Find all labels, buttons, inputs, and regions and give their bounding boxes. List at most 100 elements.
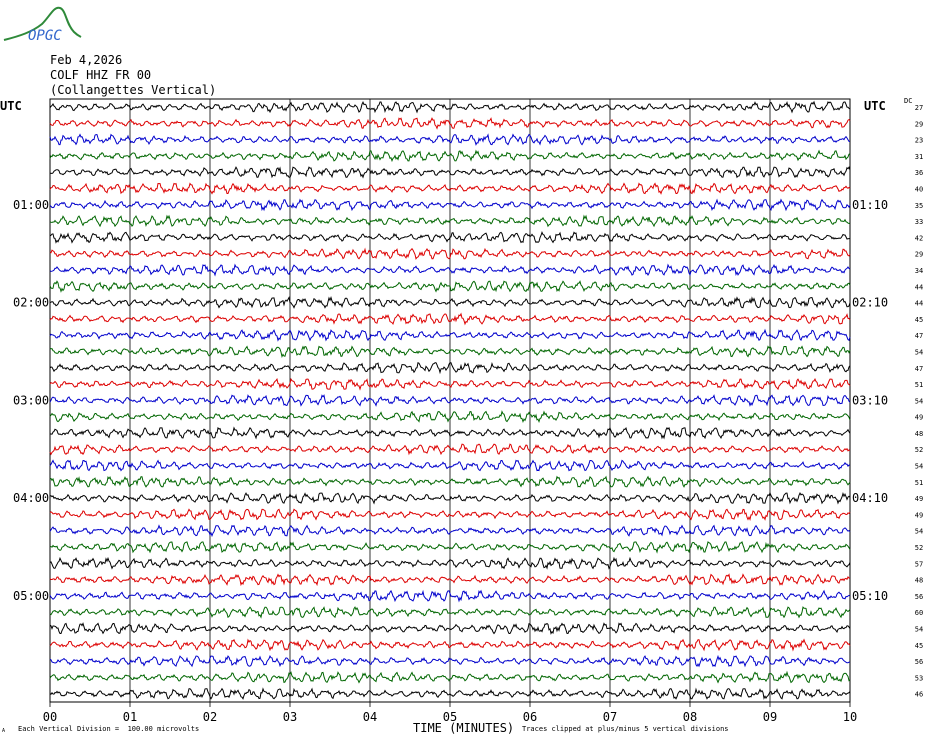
dc-value-label: 31 bbox=[915, 153, 923, 161]
seismic-trace bbox=[49, 638, 851, 652]
dc-value-label: 27 bbox=[915, 104, 923, 112]
dc-value-label: 54 bbox=[915, 626, 923, 634]
dc-value-label: 52 bbox=[915, 446, 923, 454]
dc-value-label: 49 bbox=[915, 495, 923, 503]
dc-value-label: 29 bbox=[915, 120, 923, 128]
seismic-trace bbox=[49, 654, 851, 668]
hour-label-right: 01:10 bbox=[852, 198, 888, 212]
x-tick-label: 04 bbox=[363, 710, 377, 724]
seismic-trace bbox=[49, 687, 851, 700]
x-tick-label: 01 bbox=[123, 710, 137, 724]
hour-label-left: 02:00 bbox=[13, 296, 49, 310]
utc-label-left: UTC bbox=[0, 99, 22, 113]
dc-value-label: 49 bbox=[915, 511, 923, 519]
dc-value-label: 51 bbox=[915, 479, 923, 487]
hour-label-right: 03:10 bbox=[852, 393, 888, 407]
dc-value-label: 56 bbox=[915, 593, 923, 601]
x-axis-label: TIME (MINUTES) bbox=[413, 721, 515, 735]
x-tick-label: 09 bbox=[763, 710, 777, 724]
corner-mark: A bbox=[2, 728, 6, 734]
dc-value-label: 36 bbox=[915, 169, 923, 177]
seismic-trace bbox=[49, 459, 851, 472]
x-tick-label: 08 bbox=[683, 710, 697, 724]
header-station: COLF HHZ FR 00 bbox=[50, 68, 152, 82]
seismic-trace bbox=[49, 606, 851, 619]
dc-value-label: 54 bbox=[915, 463, 923, 471]
seismic-trace bbox=[49, 312, 851, 326]
seismic-trace bbox=[49, 198, 851, 212]
dc-value-label: 35 bbox=[915, 202, 923, 210]
seismic-trace bbox=[49, 541, 851, 554]
dc-value-label: 42 bbox=[915, 234, 923, 242]
dc-value-label: 34 bbox=[915, 267, 923, 275]
seismic-trace bbox=[49, 524, 851, 538]
dc-value-label: 33 bbox=[915, 218, 923, 226]
dc-value-label: 45 bbox=[915, 642, 923, 650]
logo-mountain-shape bbox=[3, 6, 82, 41]
dc-value-label: 47 bbox=[915, 332, 923, 340]
seismic-trace bbox=[49, 345, 851, 359]
dc-value-label: 57 bbox=[915, 560, 923, 568]
header-date: Feb 4,2026 bbox=[50, 53, 123, 67]
seismic-trace bbox=[49, 247, 851, 260]
dc-value-label: 29 bbox=[915, 251, 923, 259]
seismic-trace bbox=[49, 182, 851, 195]
seismic-trace bbox=[49, 231, 850, 244]
dc-value-label: 48 bbox=[915, 430, 923, 438]
seismic-trace bbox=[49, 280, 851, 293]
seismic-trace bbox=[49, 117, 851, 130]
seismic-trace bbox=[49, 100, 851, 114]
seismic-trace bbox=[49, 263, 851, 277]
seismic-trace bbox=[49, 394, 851, 407]
x-tick-label: 03 bbox=[283, 710, 297, 724]
x-tick-label: 05 bbox=[443, 710, 457, 724]
dc-label: DC bbox=[904, 97, 913, 105]
hour-label-left: 01:00 bbox=[13, 198, 49, 212]
x-tick-label: 06 bbox=[523, 710, 537, 724]
x-tick-label: 10 bbox=[843, 710, 857, 724]
seismic-trace bbox=[49, 377, 851, 391]
hour-label-left: 04:00 bbox=[13, 491, 49, 505]
seismic-trace bbox=[49, 133, 850, 146]
utc-label-right: UTC bbox=[864, 99, 886, 113]
hour-label-left: 05:00 bbox=[13, 589, 49, 603]
seismic-trace bbox=[49, 410, 851, 424]
dc-value-label: 52 bbox=[915, 544, 923, 552]
dc-value-label: 23 bbox=[915, 137, 923, 145]
seismic-trace bbox=[49, 670, 851, 684]
dc-value-label: 40 bbox=[915, 185, 923, 193]
header-station-name: (Collangettes Vertical) bbox=[50, 83, 217, 97]
seismic-trace bbox=[49, 443, 851, 456]
seismic-trace bbox=[49, 622, 851, 635]
hour-label-right: 04:10 bbox=[852, 491, 888, 505]
seismic-trace bbox=[49, 149, 851, 163]
dc-value-label: 51 bbox=[915, 381, 923, 389]
hour-label-right: 05:10 bbox=[852, 589, 888, 603]
x-tick-label: 02 bbox=[203, 710, 217, 724]
dc-value-label: 53 bbox=[915, 674, 923, 682]
seismic-trace bbox=[49, 475, 851, 488]
dc-value-label: 44 bbox=[915, 300, 923, 308]
seismic-trace bbox=[49, 508, 851, 521]
seismic-trace bbox=[49, 296, 851, 309]
dc-value-label: 54 bbox=[915, 397, 923, 405]
dc-value-label: 49 bbox=[915, 414, 923, 422]
dc-value-label: 47 bbox=[915, 365, 923, 373]
seismic-trace bbox=[49, 362, 851, 375]
seismic-trace bbox=[50, 426, 851, 440]
hour-label-right: 02:10 bbox=[852, 296, 888, 310]
seismic-trace bbox=[49, 491, 851, 505]
dc-value-label: 45 bbox=[915, 316, 923, 324]
logo-text: OPGC bbox=[28, 28, 62, 44]
seismic-trace bbox=[49, 328, 851, 342]
seismic-trace bbox=[50, 166, 851, 179]
clip-footnote: Traces clipped at plus/minus 5 vertical … bbox=[522, 725, 729, 733]
dc-value-label: 60 bbox=[915, 609, 923, 617]
seismic-trace bbox=[49, 214, 851, 228]
dc-value-label: 56 bbox=[915, 658, 923, 666]
seismic-trace bbox=[49, 556, 851, 570]
dc-value-label: 54 bbox=[915, 348, 923, 356]
opgc-logo: OPGC bbox=[3, 6, 82, 44]
scale-footnote: Each Vertical Division = 100.00 microvol… bbox=[18, 725, 200, 733]
